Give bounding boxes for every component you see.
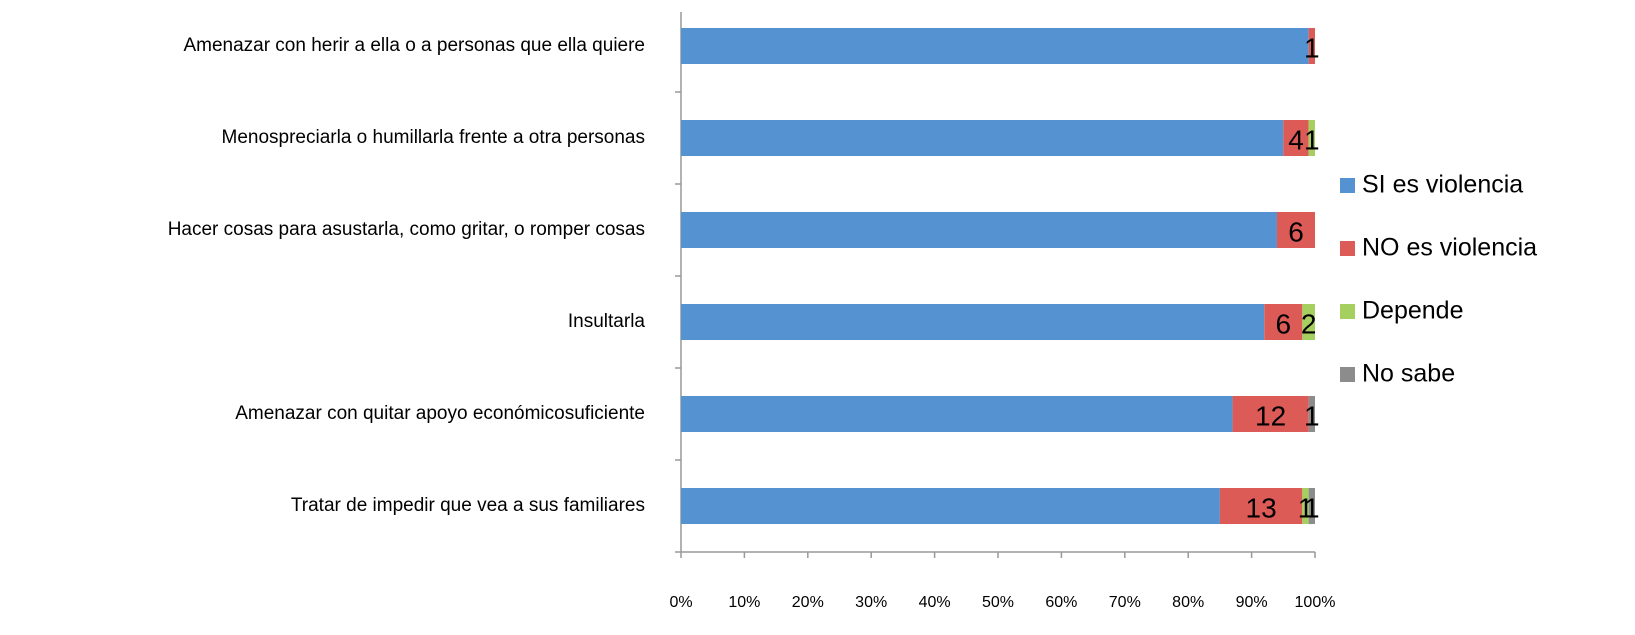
bar-segment	[1264, 304, 1303, 340]
bar-segment	[681, 304, 1265, 340]
legend-swatch	[1340, 367, 1355, 382]
x-tick-label: 30%	[855, 594, 887, 611]
bar-segment	[681, 488, 1220, 524]
data-label: 1	[1304, 32, 1320, 63]
bar-segment	[1276, 212, 1315, 248]
x-tick-label: 10%	[728, 594, 760, 611]
bar-segment	[1219, 488, 1303, 524]
category-label: Insultarla	[568, 311, 646, 332]
x-tick-label: 0%	[669, 594, 692, 611]
data-label: 4	[1288, 124, 1304, 155]
legend-label: No sabe	[1362, 360, 1455, 388]
bar-segment	[1283, 120, 1309, 156]
category-label: Hacer cosas para asustarla, como gritar,…	[168, 219, 645, 240]
x-tick-label: 60%	[1045, 594, 1077, 611]
bar-segment	[1308, 28, 1315, 64]
legend-swatch	[1340, 304, 1355, 319]
bar-segment	[1308, 396, 1315, 432]
bar-segment	[681, 120, 1284, 156]
x-tick-label: 40%	[919, 594, 951, 611]
bar-segment	[1308, 120, 1315, 156]
data-label: 1	[1304, 492, 1320, 523]
data-label: 13	[1246, 492, 1277, 523]
x-tick-label: 20%	[792, 594, 824, 611]
data-label: 2	[1301, 308, 1317, 339]
x-tick-label: 90%	[1236, 594, 1268, 611]
x-tick-label: 70%	[1109, 594, 1141, 611]
bar-segment	[1302, 488, 1309, 524]
bar-segment	[681, 212, 1277, 248]
data-label: 1	[1304, 124, 1320, 155]
data-label: 12	[1255, 400, 1286, 431]
bar-segment	[681, 396, 1233, 432]
data-label: 6	[1288, 216, 1304, 247]
bar-segment	[1232, 396, 1309, 432]
bar-segment	[681, 28, 1309, 64]
data-label: 6	[1276, 308, 1292, 339]
legend-label: NO es violencia	[1362, 234, 1537, 262]
category-label: Amenazar con quitar apoyo económicosufic…	[235, 403, 645, 424]
legend-label: Depende	[1362, 297, 1463, 325]
legend-label: SI es violencia	[1362, 171, 1523, 199]
legend-swatch	[1340, 178, 1355, 193]
bar-segment	[1308, 488, 1315, 524]
x-tick-label: 80%	[1172, 594, 1204, 611]
bar-segment	[1302, 304, 1315, 340]
x-tick-label: 100%	[1295, 594, 1336, 611]
x-tick-label: 50%	[982, 594, 1014, 611]
category-label: Amenazar con herir a ella o a personas q…	[183, 35, 645, 56]
category-label: Menospreciarla o humillarla frente a otr…	[222, 127, 646, 148]
category-label: Tratar de impedir que vea a sus familiar…	[291, 495, 645, 516]
data-label: 1	[1304, 400, 1320, 431]
legend-swatch	[1340, 241, 1355, 256]
